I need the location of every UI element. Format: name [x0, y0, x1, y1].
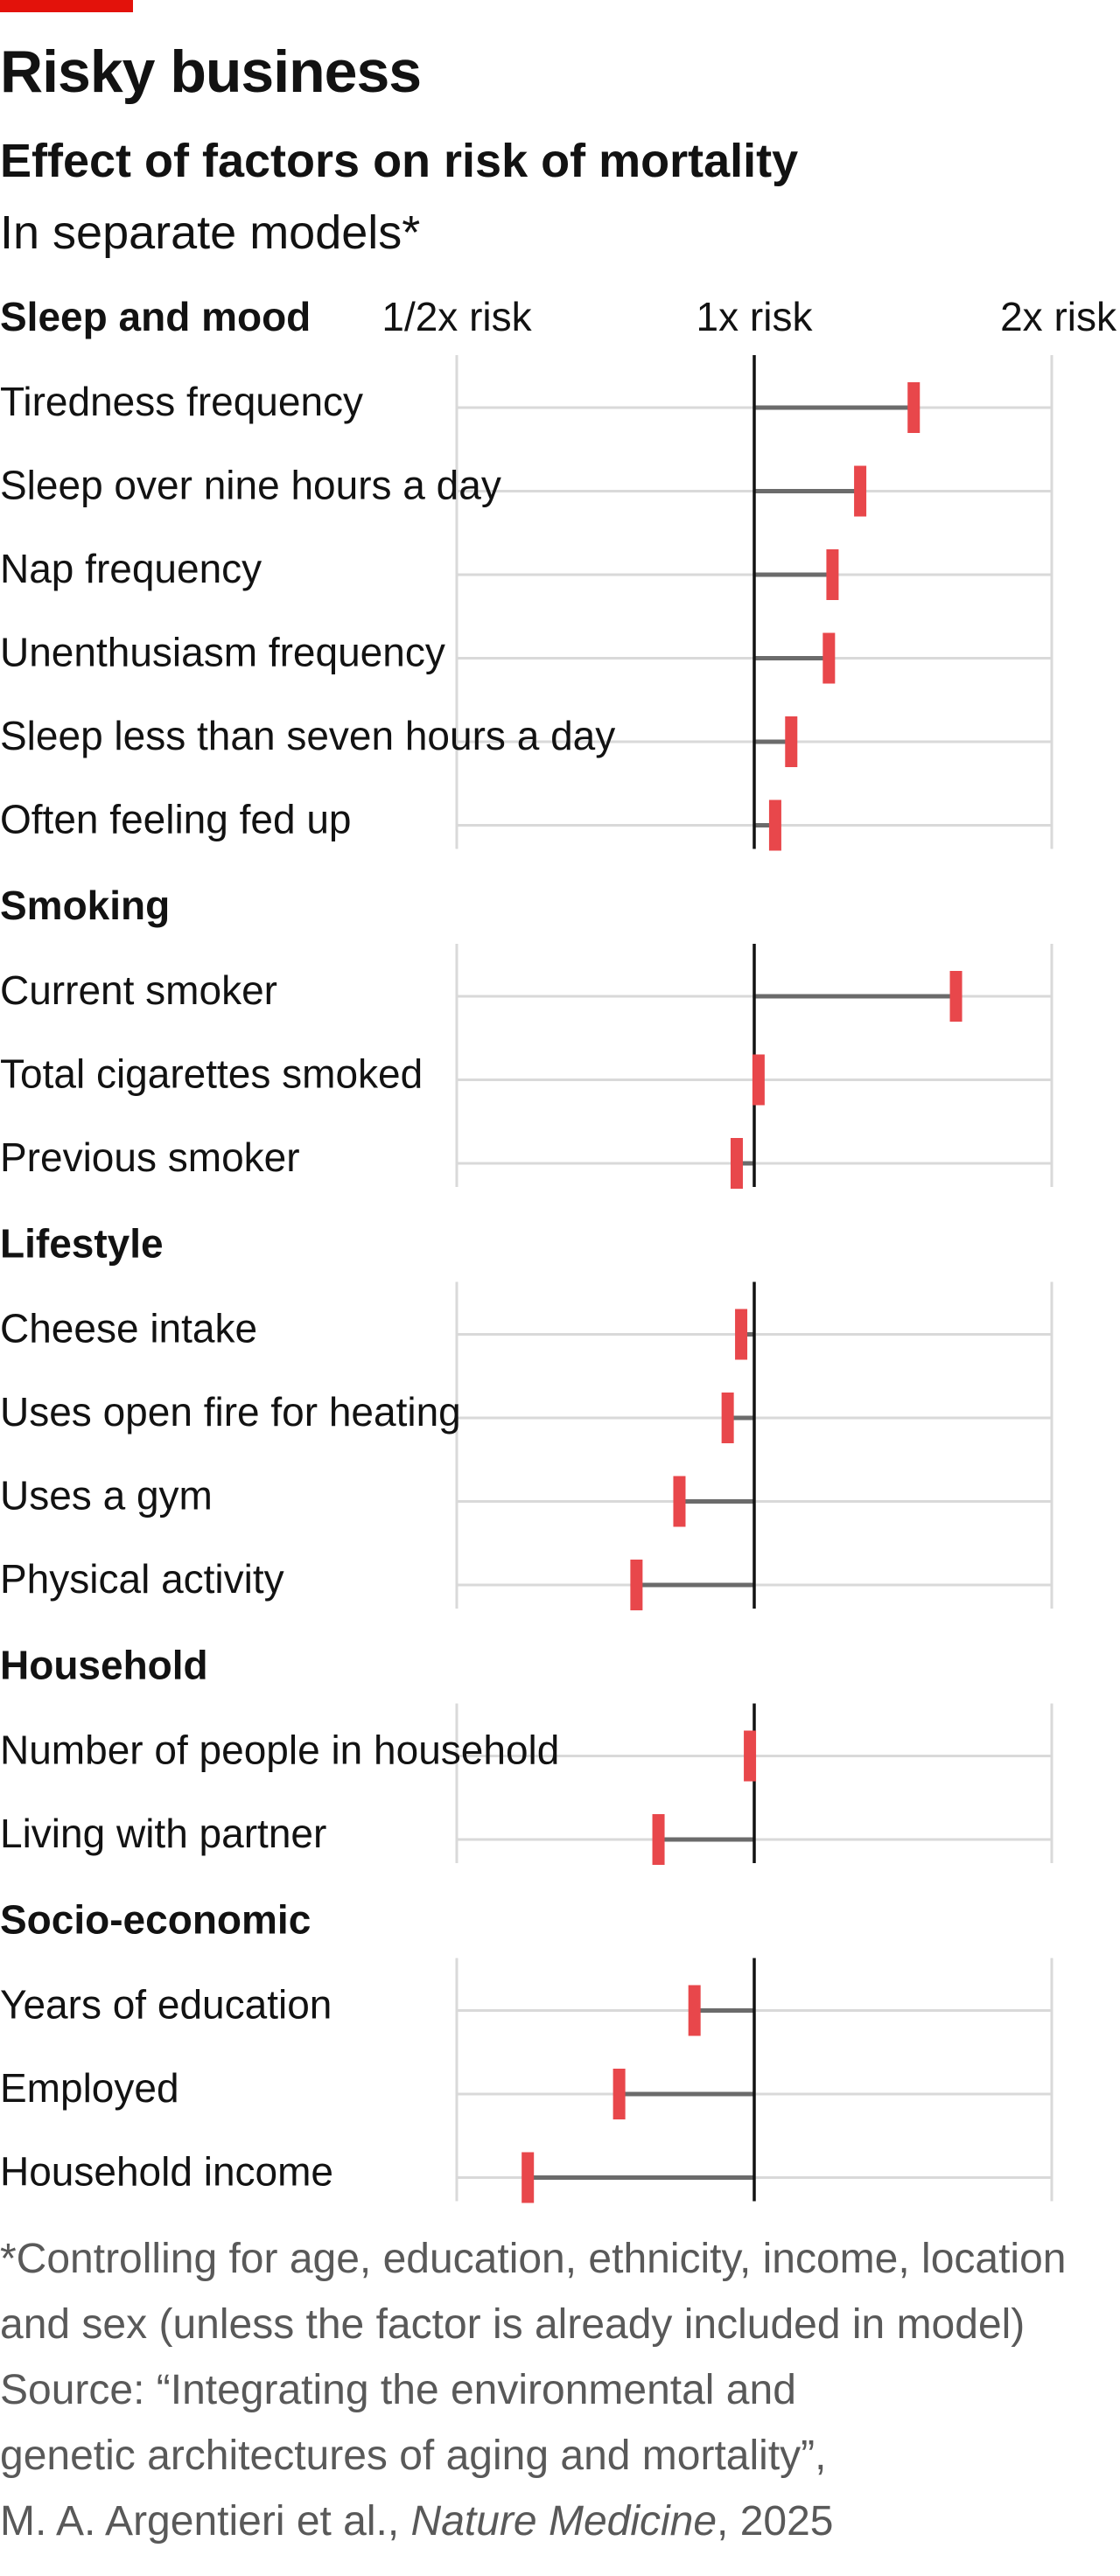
- value-marker: [826, 549, 839, 600]
- row-label: Often feeling fed up: [0, 797, 352, 842]
- value-marker: [785, 716, 798, 767]
- row-label: Physical activity: [0, 1556, 284, 1602]
- value-marker: [730, 1138, 743, 1189]
- row-label: Number of people in household: [0, 1728, 559, 1773]
- citation-year: , 2025: [717, 2498, 834, 2545]
- value-marker: [630, 1560, 643, 1610]
- group-header: Sleep and mood: [0, 294, 311, 339]
- chart-subsubtitle: In separate models*: [0, 206, 421, 259]
- value-marker: [652, 1814, 665, 1865]
- tick-label: 2x risk: [1000, 294, 1117, 339]
- footnote-line-5: M. A. Argentieri et al., Nature Medicine…: [0, 2489, 1120, 2554]
- tick-label: 1x risk: [696, 294, 814, 339]
- row-label: Cheese intake: [0, 1306, 257, 1351]
- value-marker: [752, 1054, 765, 1106]
- footnote-line-1: *Controlling for age, education, ethnici…: [0, 2236, 1067, 2282]
- dot-range-chart: 1/2x risk 1x risk 2x risk Sleep and mood Tir…: [0, 294, 1117, 2203]
- brand-red-rule: [0, 0, 133, 12]
- value-marker: [744, 1730, 757, 1782]
- row-label: Previous smoker: [0, 1134, 300, 1180]
- value-marker: [735, 1309, 748, 1360]
- value-marker: [768, 799, 781, 851]
- group-header: Socio-economic: [0, 1897, 311, 1943]
- row-label: Current smoker: [0, 967, 277, 1013]
- value-marker: [673, 1476, 686, 1527]
- row-label: Uses a gym: [0, 1473, 213, 1518]
- value-marker: [854, 465, 867, 517]
- citation-authors: M. A. Argentieri et al.,: [0, 2498, 411, 2545]
- group-header: Smoking: [0, 883, 170, 928]
- group-header: Lifestyle: [0, 1221, 164, 1267]
- row-label: Total cigarettes smoked: [0, 1051, 423, 1097]
- row-label: Years of education: [0, 1982, 332, 2028]
- row-label: Tiredness frequency: [0, 379, 363, 424]
- value-marker: [949, 971, 962, 1022]
- row-label: Unenthusiasm frequency: [0, 630, 445, 675]
- row-label: Household income: [0, 2149, 333, 2195]
- citation-journal: Nature Medicine: [410, 2498, 718, 2545]
- row-label: Employed: [0, 2065, 179, 2111]
- footnote-line-2: and sex (unless the factor is already in…: [0, 2301, 1026, 2348]
- value-marker: [688, 1985, 701, 2036]
- group-header: Household: [0, 1643, 208, 1688]
- tick-label: 1/2x risk: [382, 294, 532, 339]
- footnote-line-3: Source: “Integrating the environmental a…: [0, 2367, 796, 2413]
- value-marker: [522, 2152, 535, 2203]
- value-marker: [907, 382, 920, 433]
- row-label: Sleep less than seven hours a day: [0, 713, 615, 758]
- value-marker: [721, 1393, 734, 1443]
- row-label: Uses open fire for heating: [0, 1389, 461, 1435]
- chart-subtitle: Effect of factors on risk of mortality: [0, 135, 799, 187]
- value-marker: [822, 632, 836, 684]
- chart-title: Risky business: [0, 38, 422, 105]
- row-label: Living with partner: [0, 1811, 326, 1856]
- footnote-line-4: genetic architectures of aging and morta…: [0, 2433, 827, 2479]
- row-label: Nap frequency: [0, 546, 262, 591]
- value-marker: [612, 2069, 626, 2119]
- chart-footnote: *Controlling for age, education, ethnici…: [0, 2226, 1120, 2554]
- row-label: Sleep over nine hours a day: [0, 463, 501, 508]
